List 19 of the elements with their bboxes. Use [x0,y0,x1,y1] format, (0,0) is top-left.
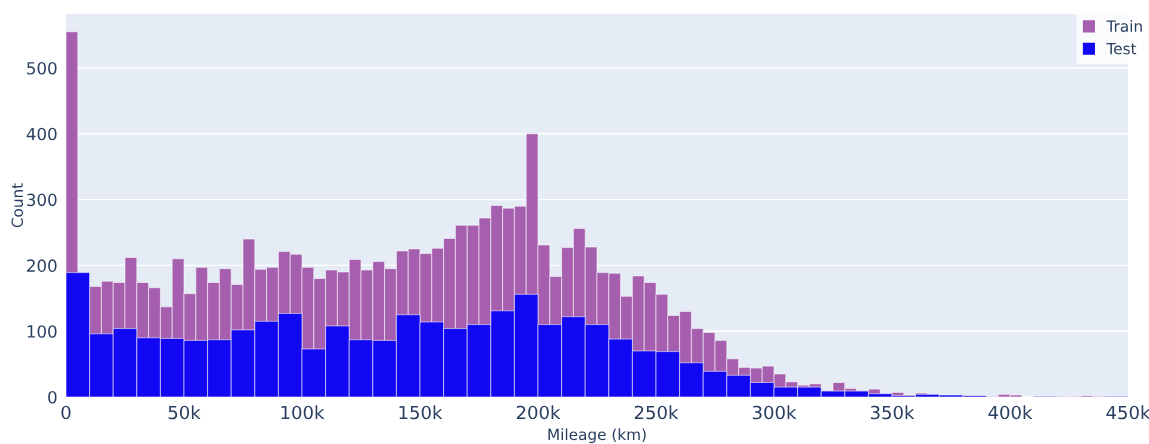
x-tick-label: 50k [168,405,201,420]
legend-label: Train [1106,20,1142,32]
y-axis-title: Count [11,183,24,228]
y-tick-label: 100 [27,325,57,338]
y-tick-label: 400 [26,127,57,141]
x-tick-label: 300k [752,405,797,420]
legend-label: Test [1106,43,1137,55]
x-tick-label: 100k [281,405,325,420]
x-tick-label: 200k [516,405,561,420]
y-tick-label: 500 [27,61,57,75]
y-tick-label: 0 [48,390,57,404]
x-tick-label: 150k [399,405,443,420]
y-tick-label: 200 [27,259,57,272]
x-tick-label: 250k [634,405,679,420]
x-tick-label: 0 [61,405,71,420]
x-tick-label: 400k [988,405,1033,420]
y-tick-label: 300 [27,193,57,207]
x-axis-title: Mileage (km) [548,428,646,444]
x-tick-label: 350k [870,405,915,420]
